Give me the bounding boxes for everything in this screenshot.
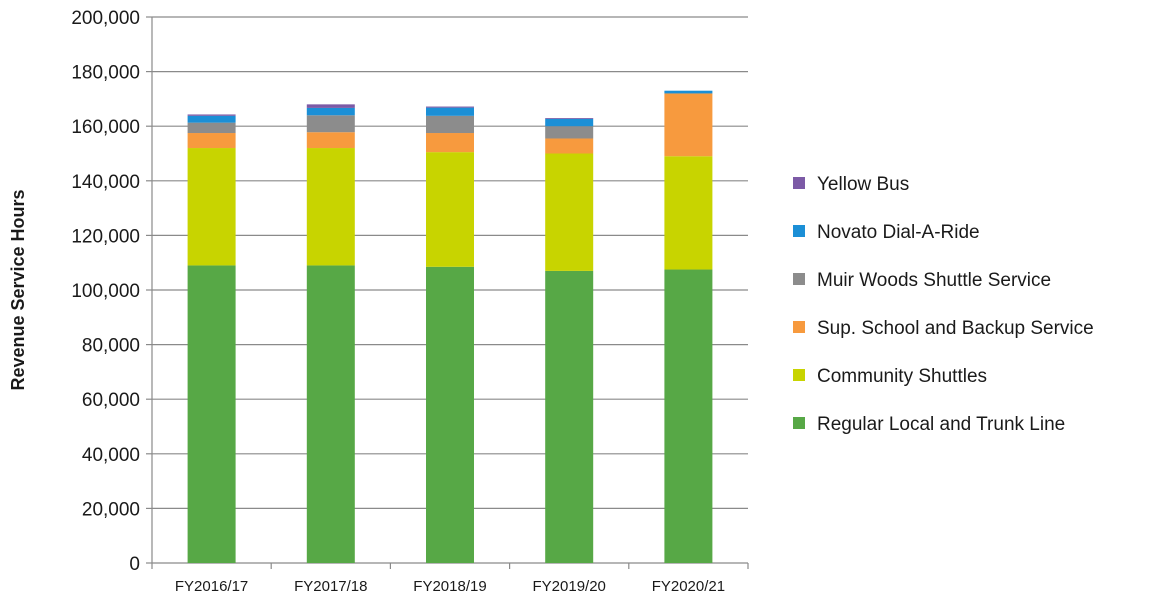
bar-segment-novato-dial-a-ride: [545, 118, 594, 127]
legend-swatch: [793, 177, 805, 189]
bar-segment-community-shuttles: [187, 148, 236, 266]
y-tick-label: 120,000: [71, 226, 140, 247]
bar-segment-sup-school-and-backup-service: [664, 93, 713, 157]
bar-segment-community-shuttles: [426, 152, 474, 267]
legend-label: Sup. School and Backup Service: [817, 318, 1094, 339]
bar-segment-community-shuttles: [545, 153, 594, 271]
bar-segment-yellow-bus: [545, 118, 594, 119]
y-tick-label: 140,000: [71, 172, 140, 193]
legend-swatch: [793, 369, 805, 381]
y-tick-label: 20,000: [82, 499, 140, 520]
bar-segment-community-shuttles: [306, 148, 355, 266]
bar-segment-yellow-bus: [306, 104, 355, 108]
bar-segment-sup-school-and-backup-service: [426, 133, 474, 153]
bar-segment-regular-local-and-trunk-line: [545, 270, 594, 563]
bar-segment-regular-local-and-trunk-line: [664, 269, 713, 563]
bar-segment-regular-local-and-trunk-line: [426, 266, 474, 563]
y-tick-label: 0: [129, 554, 140, 575]
bar-segment-novato-dial-a-ride: [426, 107, 474, 116]
legend-label: Novato Dial-A-Ride: [817, 222, 980, 243]
bar-segment-regular-local-and-trunk-line: [306, 265, 355, 563]
bar-segment-muir-woods-shuttle-service: [545, 126, 594, 139]
y-tick-label: 100,000: [71, 281, 140, 302]
bar-segment-novato-dial-a-ride: [664, 90, 713, 94]
y-tick-label: 180,000: [71, 63, 140, 84]
bar-segment-muir-woods-shuttle-service: [426, 115, 474, 134]
y-tick-label: 200,000: [71, 8, 140, 29]
legend-label: Regular Local and Trunk Line: [817, 414, 1065, 435]
bar-segment-muir-woods-shuttle-service: [187, 122, 236, 134]
bar-segment-yellow-bus: [187, 114, 236, 116]
y-axis-title: Revenue Service Hours: [8, 189, 28, 390]
x-tick-label: FY2018/19: [413, 578, 486, 595]
legend-swatch: [793, 273, 805, 285]
bar-segment-novato-dial-a-ride: [306, 107, 355, 116]
y-tick-label: 160,000: [71, 117, 140, 138]
bar-segment-community-shuttles: [664, 156, 713, 270]
bar-segment-novato-dial-a-ride: [187, 115, 236, 123]
bar-segment-yellow-bus: [426, 106, 474, 108]
x-tick-label: FY2019/20: [533, 578, 606, 595]
bar-segment-sup-school-and-backup-service: [187, 133, 236, 149]
legend-label: Yellow Bus: [817, 174, 909, 195]
legend-swatch: [793, 417, 805, 429]
x-tick-label: FY2020/21: [652, 578, 725, 595]
x-tick-label: FY2017/18: [294, 578, 367, 595]
bar-segment-sup-school-and-backup-service: [306, 132, 355, 149]
legend-swatch: [793, 225, 805, 237]
y-tick-label: 60,000: [82, 390, 140, 411]
y-tick-label: 80,000: [82, 336, 140, 357]
bar-segment-sup-school-and-backup-service: [545, 138, 594, 154]
y-tick-label: 40,000: [82, 445, 140, 466]
legend-label: Community Shuttles: [817, 366, 987, 387]
bar-segment-regular-local-and-trunk-line: [187, 265, 236, 563]
legend-swatch: [793, 321, 805, 333]
bar-segment-muir-woods-shuttle-service: [306, 115, 355, 133]
x-tick-label: FY2016/17: [175, 578, 248, 595]
legend-label: Muir Woods Shuttle Service: [817, 270, 1051, 291]
